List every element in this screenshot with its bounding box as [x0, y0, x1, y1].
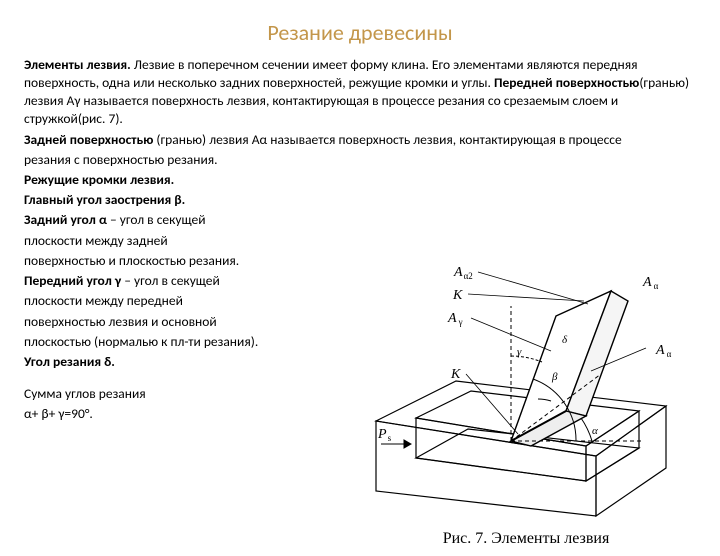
- paragraph-5: Главный угол заострения β.: [24, 191, 344, 209]
- paragraph-12: плоскостью (нормалью к пл-ти резания).: [24, 333, 344, 351]
- paragraph-11: поверхностью лезвия и основной: [24, 313, 344, 331]
- paragraph-14: Сумма углов резания: [24, 385, 344, 403]
- label-Ay: Aγ: [447, 311, 463, 327]
- label-Aa: Aα: [655, 343, 672, 359]
- p1-bold: Элементы лезвия.: [24, 56, 131, 73]
- p6-text: – угол в секущей: [107, 211, 206, 228]
- paragraph-8: поверхностью и плоскостью резания.: [24, 252, 344, 270]
- figure-caption: Рис. 7. Элементы лезвия: [356, 528, 696, 550]
- label-Aa-top: Aα: [642, 275, 659, 291]
- paragraph-1: Элементы лезвия. Лезвие в поперечном сеч…: [24, 56, 696, 129]
- p9-bold: Передний угол γ: [24, 272, 124, 289]
- label-gamma: γ: [517, 346, 522, 358]
- p1-bold2: Передней поверхностью: [494, 74, 639, 91]
- label-Ps: Ps: [377, 427, 392, 443]
- paragraph-9: Передний угол γ – угол в секущей: [24, 272, 344, 290]
- paragraph-10: плоскости между передней: [24, 292, 344, 310]
- paragraph-7: плоскости между задней: [24, 232, 344, 250]
- paragraph-6: Задний угол α – угол в секущей: [24, 211, 344, 229]
- p2-bold: Задней поверхностью: [24, 131, 156, 148]
- p9-text: – угол в секущей: [124, 272, 220, 289]
- p2-text: (гранью) лезвия Аα называется поверхност…: [156, 131, 621, 148]
- paragraph-4: Режущие кромки лезвия.: [24, 171, 344, 189]
- paragraph-3: резания с поверхностью резания.: [24, 151, 696, 169]
- paragraph-2: Задней поверхностью (гранью) лезвия Аα н…: [24, 131, 696, 149]
- paragraph-15: α+ β+ γ=90°.: [24, 405, 344, 423]
- figure-7: Aα2 K Aγ K Ps Aα Aα γ δ β α Рис. 7. Элем…: [356, 246, 696, 556]
- blade-diagram: Aα2 K Aγ K Ps Aα Aα γ δ β α: [356, 246, 696, 526]
- label-Aa2: Aα2: [453, 265, 473, 281]
- content-area: Элементы лезвия. Лезвие в поперечном сеч…: [24, 56, 696, 424]
- label-K: K: [450, 367, 461, 382]
- label-alpha: α: [592, 425, 598, 437]
- p6-bold: Задний угол α: [24, 211, 107, 228]
- page-title: Резание древесины: [24, 18, 696, 48]
- label-delta: δ: [562, 334, 568, 346]
- label-K-top: K: [452, 288, 463, 303]
- label-beta: β: [551, 371, 558, 383]
- paragraph-13: Угол резания δ.: [24, 353, 344, 371]
